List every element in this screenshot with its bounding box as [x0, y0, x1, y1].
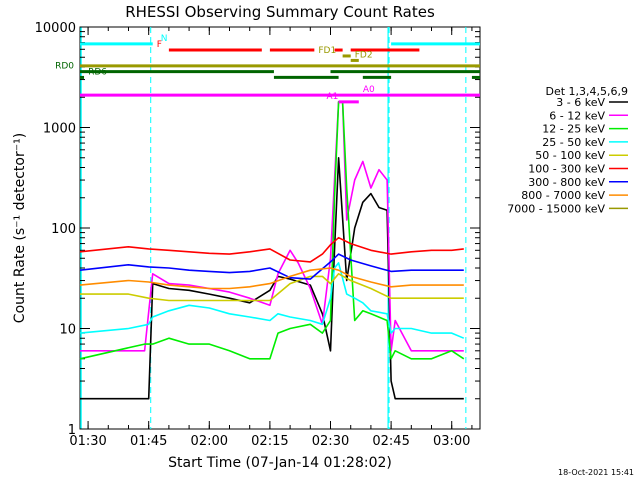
flag-label-0: N [161, 34, 168, 44]
x-tick-label-2: 02:00 [191, 434, 228, 449]
x-tick-label-6: 03:00 [433, 434, 470, 449]
plot-area: 01:30 01:45 02:00 02:15 02:30 02:45 03:00 1 10 10… [35, 21, 481, 449]
legend-label-8: 7000 - 15000 keV [507, 202, 605, 215]
flag-label-5: RD0 [55, 62, 74, 72]
x-tick-label-3: 02:15 [251, 434, 288, 449]
x-tick-label-5: 02:45 [372, 434, 409, 449]
series-line-3 [79, 262, 465, 339]
series-line-7 [79, 267, 464, 290]
series-line-5 [79, 236, 464, 263]
flag-label-8: A0 [363, 85, 375, 95]
legend-title: Det 1,3,4,5,6,9 [545, 85, 628, 98]
plot-frame [79, 26, 481, 430]
flag-label-6: RD6 [88, 67, 107, 77]
legend-label-4: 50 - 100 keV [535, 149, 605, 162]
y-tick-label-2: 100 [51, 222, 76, 237]
series-line-4 [80, 272, 464, 302]
legend-label-5: 100 - 300 keV [528, 163, 605, 176]
legend-label-6: 300 - 800 keV [528, 176, 605, 189]
flag-label-3: FD2 [355, 50, 373, 60]
legend-label-3: 25 - 50 keV [542, 136, 605, 149]
timestamp: 18-Oct-2021 15:41 [558, 468, 634, 477]
flag-label-9: A1 [326, 92, 338, 102]
y-axis-label: Count Rate (s⁻¹ detector⁻¹) [12, 133, 28, 323]
x-axis-label: Start Time (07-Jan-14 01:28:02) [168, 455, 392, 471]
legend-label-7: 800 - 7000 keV [521, 189, 605, 202]
x-tick-label-4: 02:30 [312, 434, 349, 449]
y-tick-label-1: 10 [59, 323, 76, 338]
flag-label-1: F [157, 40, 162, 50]
x-tick-label-0: 01:30 [69, 434, 106, 449]
flag-label-2: FD1 [318, 46, 336, 56]
legend-label-0: 3 - 6 keV [556, 96, 605, 109]
x-tick-label-1: 01:45 [130, 434, 167, 449]
y-tick-label-4: 10000 [35, 21, 76, 36]
y-tick-label-0: 1 [68, 423, 76, 438]
y-tick-label-3: 1000 [43, 122, 76, 137]
series-line-6 [79, 253, 464, 280]
series-line-0 [80, 157, 464, 400]
legend-label-2: 12 - 25 keV [542, 123, 605, 136]
chart-title: RHESSI Observing Summary Count Rates [125, 3, 435, 21]
series-line-2 [79, 101, 465, 360]
legend-label-1: 6 - 12 keV [549, 109, 605, 122]
series-line-1 [80, 101, 464, 352]
